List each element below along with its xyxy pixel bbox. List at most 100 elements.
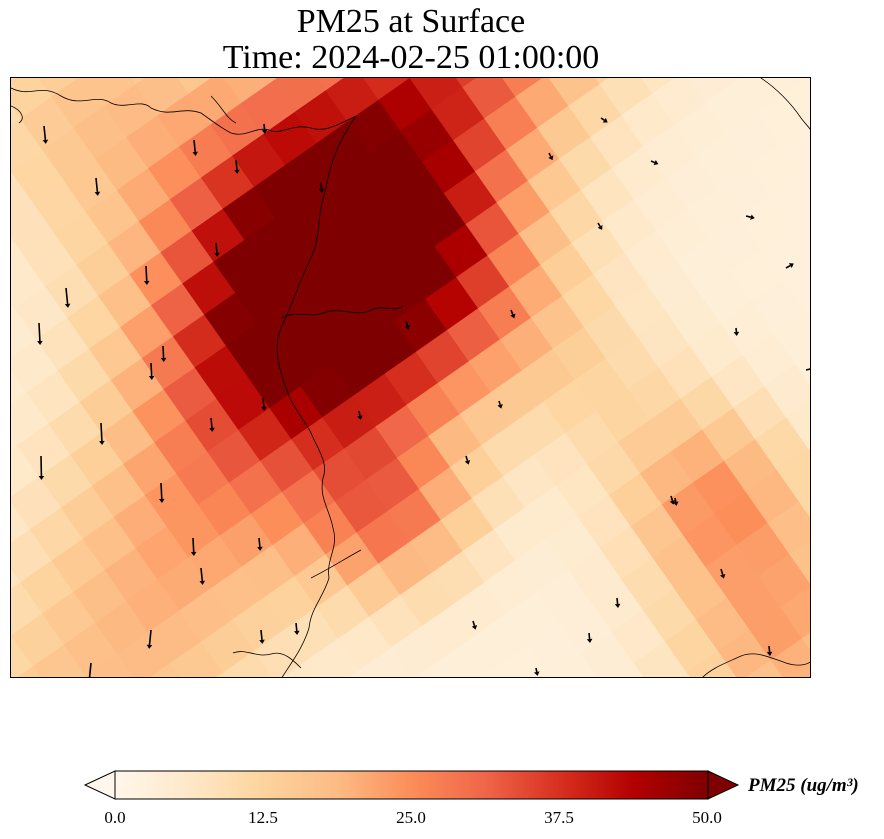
wind-arrow-shaft <box>260 629 263 641</box>
wind-arrow-head <box>404 324 411 330</box>
wind-arrow-shaft <box>548 152 552 157</box>
wind-arrow-shaft <box>210 417 213 429</box>
wind-arrow-shaft <box>192 537 195 553</box>
wind-arrow-shaft <box>38 322 41 342</box>
pm25-cell <box>807 447 810 452</box>
map-panel <box>10 77 811 678</box>
wind-arrow-shaft <box>193 139 196 153</box>
wind-arrow-shaft <box>258 537 261 548</box>
wind-arrow-shaft <box>263 123 266 131</box>
colorbar-body <box>114 770 709 800</box>
wind-arrow-head <box>614 603 621 608</box>
wind-arrow-head <box>720 573 726 579</box>
pm25-cell <box>798 493 810 518</box>
wind-arrow-head <box>99 440 105 445</box>
wind-arrow-shaft <box>320 182 323 190</box>
wind-arrow-head <box>294 630 300 635</box>
wind-arrow-head <box>64 303 71 308</box>
colorbar-tick-1: 12.5 <box>248 808 278 827</box>
wind-arrow-shaft <box>616 597 619 605</box>
colorbar-extend-min <box>83 770 116 800</box>
wind-arrow-head <box>234 169 240 174</box>
pm25-cell <box>359 647 413 677</box>
wind-arrow-shaft <box>600 117 605 121</box>
wind-arrow-head <box>510 313 516 319</box>
wind-arrow-shaft <box>235 159 238 171</box>
wind-arrow-shaft <box>405 320 409 327</box>
wind-arrow-head <box>497 404 503 409</box>
pm25-cell <box>316 78 345 92</box>
wind-arrow-shaft <box>498 400 501 406</box>
wind-arrow-shaft <box>768 645 771 653</box>
wind-arrow-head <box>602 117 608 123</box>
pm25-cell <box>770 174 810 228</box>
wind-arrow-head <box>788 263 794 268</box>
wind-arrow-shaft <box>674 497 677 503</box>
wind-arrow-head <box>810 366 811 371</box>
wind-arrow-head <box>199 580 206 585</box>
wind-arrow-head <box>464 459 471 465</box>
coastline-segment <box>280 305 404 319</box>
coastline-segment <box>210 95 237 124</box>
wind-arrow-head <box>597 224 603 230</box>
colorbar-label: PM25 (ug/m³) <box>748 775 859 796</box>
pm25-cell <box>734 78 742 82</box>
wind-arrow-shaft <box>745 215 752 218</box>
pm25-cell <box>789 539 810 584</box>
wind-arrow-shaft <box>215 242 218 254</box>
wind-arrow-shaft <box>65 287 69 305</box>
wind-arrow-shaft <box>805 368 810 371</box>
wind-arrow-head <box>37 340 43 345</box>
wind-arrow-head <box>259 639 265 644</box>
coastline-segment <box>11 87 357 135</box>
wind-arrow-head <box>357 415 363 420</box>
pm25-cell <box>792 215 810 253</box>
pm25-cell <box>177 78 212 95</box>
coastline-segment <box>11 105 23 124</box>
pm25-cell <box>789 78 810 120</box>
wind-arrow-head <box>214 252 220 257</box>
wind-arrow-head <box>94 191 101 196</box>
wind-arrow-shaft <box>200 567 204 582</box>
coastline-segment <box>310 549 362 579</box>
wind-arrow-shaft <box>465 455 469 462</box>
coastline <box>11 78 810 677</box>
wind-arrow-shaft <box>295 622 298 632</box>
colorbar-tick-0: 0.0 <box>104 808 126 827</box>
wind-arrow-head <box>586 638 593 643</box>
pm25-cell <box>795 354 810 385</box>
wind-arrow-head <box>733 331 740 336</box>
wind-arrow-head <box>471 624 478 630</box>
wind-arrow-shaft <box>510 309 514 315</box>
pm25-cell <box>783 261 810 312</box>
title-line-time: Time: 2024-02-25 01:00:00 <box>222 39 600 76</box>
wind-arrow-head <box>261 129 268 134</box>
wind-arrow-head <box>192 151 198 156</box>
coastline-segment <box>232 651 302 669</box>
wind-arrow-shaft <box>95 177 99 193</box>
pm25-grid-cells <box>11 78 810 677</box>
pm25-cell <box>761 227 810 281</box>
pm25-cell <box>764 363 810 418</box>
wind-arrow-head <box>261 406 267 411</box>
pm25-cell <box>455 78 477 88</box>
wind-arrow-head <box>669 499 676 505</box>
wind-arrow-head <box>534 671 540 676</box>
wind-arrow-head <box>257 546 263 551</box>
wind-arrow-shaft <box>588 632 591 640</box>
wind-arrow-head <box>750 214 755 220</box>
wind-arrow-shaft <box>650 160 655 164</box>
wind-arrow-shaft <box>597 222 601 227</box>
wind-arrow-shaft <box>43 125 47 141</box>
pm25-cell <box>85 653 134 677</box>
pm25-cell <box>686 650 737 677</box>
pm25-cell <box>779 122 810 175</box>
pm25-cell <box>641 78 676 95</box>
pm25-cell <box>773 311 810 365</box>
wind-arrow-head <box>146 644 153 649</box>
wind-arrow-shaft <box>100 422 103 442</box>
pm25-cell <box>222 650 273 677</box>
title-line-variable: PM25 at Surface <box>296 3 526 40</box>
wind-arrow-shaft <box>162 345 165 359</box>
wind-arrow-shaft <box>358 410 361 417</box>
